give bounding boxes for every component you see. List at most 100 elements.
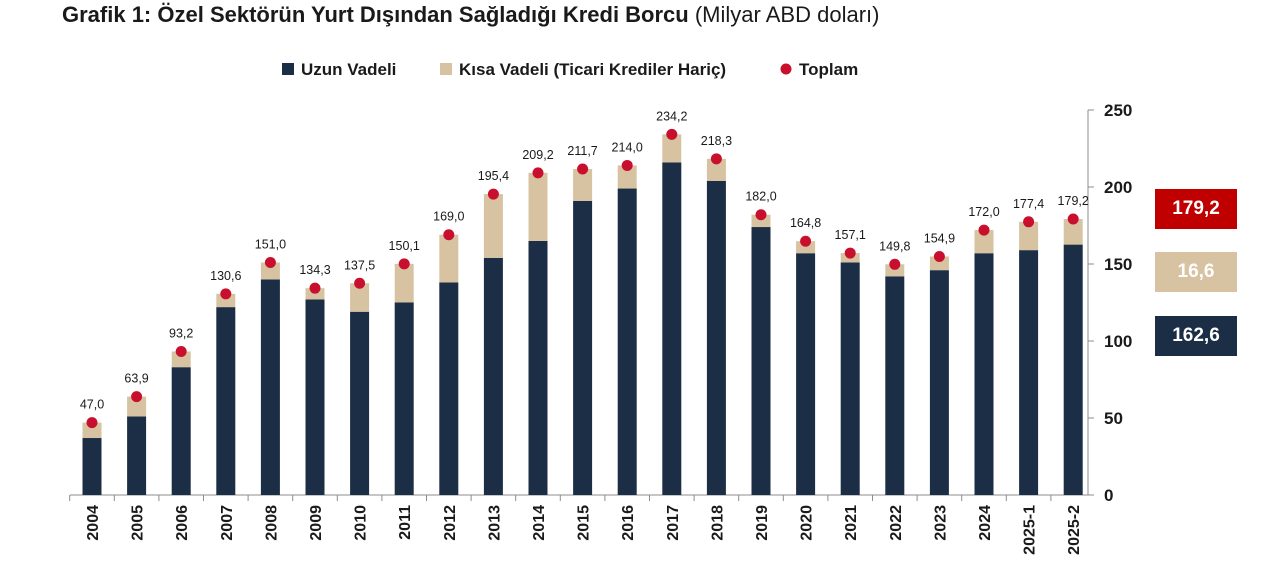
total-dot — [844, 247, 856, 259]
x-tick-label: 2012 — [442, 505, 459, 541]
bar-short-term — [706, 158, 726, 181]
total-value-label: 209,2 — [522, 148, 553, 162]
total-value-label: 157,1 — [835, 228, 866, 242]
bar-long-term — [127, 416, 147, 495]
total-dot — [86, 417, 98, 429]
total-value-label: 164,8 — [790, 216, 821, 230]
x-tick-label: 2019 — [754, 505, 771, 541]
total-value-label: 93,2 — [169, 326, 193, 340]
bar-long-term — [305, 299, 325, 495]
total-dot — [532, 167, 544, 179]
bar-long-term — [528, 240, 548, 495]
x-tick-label: 2018 — [709, 505, 726, 541]
bar-long-term — [929, 270, 949, 495]
bar-long-term — [483, 257, 503, 495]
legend-swatch-total — [780, 63, 792, 75]
bar-short-term — [1063, 219, 1083, 245]
bar-short-term — [617, 165, 637, 189]
total-value-label: 151,0 — [255, 237, 286, 251]
x-tick-label: 2017 — [665, 505, 682, 541]
total-value-label: 63,9 — [124, 372, 148, 386]
total-dot — [398, 258, 410, 270]
total-dot — [487, 188, 499, 200]
total-dot — [175, 345, 187, 357]
x-tick-label: 2022 — [888, 505, 905, 541]
total-dot — [710, 153, 722, 165]
x-tick-label: 2023 — [932, 505, 949, 541]
total-dot — [577, 163, 589, 175]
bar-short-term — [82, 422, 102, 439]
x-tick-label: 2014 — [531, 505, 548, 541]
bar-short-term — [929, 256, 949, 271]
bar-short-term — [216, 293, 236, 308]
bar-short-term — [573, 168, 593, 201]
latest-long-term-box: 162,6 — [1155, 316, 1237, 356]
x-tick-label: 2024 — [977, 505, 994, 541]
bar-short-term — [305, 288, 325, 300]
bar-long-term — [974, 253, 994, 495]
total-dot — [131, 391, 143, 403]
bar-short-term — [439, 234, 459, 283]
total-dot — [309, 282, 321, 294]
total-dot — [666, 128, 678, 140]
y-tick-label: 50 — [1104, 409, 1123, 428]
bar-long-term — [82, 438, 102, 495]
total-dot — [978, 224, 990, 236]
bar-long-term — [260, 279, 280, 495]
total-dot — [443, 229, 455, 241]
y-tick-label: 250 — [1104, 101, 1132, 120]
bar-long-term — [885, 276, 905, 495]
bar-short-term — [796, 241, 816, 254]
chart-title-main: Grafik 1: Özel Sektörün Yurt Dışından Sa… — [62, 2, 689, 27]
bar-long-term — [1063, 244, 1083, 495]
x-tick-label: 2020 — [799, 505, 816, 541]
total-value-label: 177,4 — [1013, 197, 1044, 211]
bar-long-term — [617, 188, 637, 496]
total-value-label: 211,7 — [567, 144, 597, 158]
y-tick-label: 0 — [1104, 486, 1113, 505]
bar-short-term — [127, 396, 147, 417]
x-tick-label: 2025-2 — [1066, 505, 1083, 555]
total-value-label: 149,8 — [879, 239, 910, 253]
total-value-label: 134,3 — [299, 263, 330, 277]
bar-long-term — [796, 253, 816, 495]
chart-title-unit: (Milyar ABD doları) — [694, 2, 880, 27]
bar-long-term — [171, 367, 191, 495]
latest-total-box: 179,2 — [1155, 189, 1237, 229]
x-tick-label: 2009 — [308, 505, 325, 541]
bar-long-term — [1019, 250, 1039, 495]
total-value-label: 47,0 — [80, 398, 104, 412]
bar-long-term — [573, 200, 593, 496]
x-tick-label: 2025-1 — [1022, 505, 1039, 555]
legend-label-total: Toplam — [799, 60, 858, 79]
x-tick-label: 2004 — [85, 505, 102, 541]
total-dot — [1023, 216, 1035, 228]
bar-long-term — [662, 162, 682, 496]
bar-short-term — [528, 172, 548, 241]
bar-long-term — [350, 311, 370, 495]
bar-long-term — [439, 282, 459, 495]
total-dot — [1067, 213, 1079, 225]
total-dot — [354, 277, 366, 289]
bar-short-term — [974, 230, 994, 254]
bar-short-term — [171, 351, 191, 368]
bar-long-term — [216, 307, 236, 495]
x-tick-label: 2013 — [486, 505, 503, 541]
total-value-label: 179,2 — [1058, 194, 1089, 208]
legend-swatch-long_term — [282, 63, 294, 75]
bar-long-term — [840, 262, 860, 495]
x-tick-label: 2008 — [263, 505, 280, 541]
y-tick-label: 100 — [1104, 332, 1132, 351]
x-tick-label: 2006 — [174, 505, 191, 541]
x-tick-label: 2010 — [353, 505, 370, 541]
bar-long-term — [706, 180, 726, 495]
total-value-label: 150,1 — [389, 239, 420, 253]
x-tick-label: 2021 — [843, 505, 860, 541]
y-tick-label: 200 — [1104, 178, 1132, 197]
chart-title: Grafik 1: Özel Sektörün Yurt Dışından Sa… — [62, 2, 879, 28]
total-dot — [933, 250, 945, 262]
total-dot — [264, 256, 276, 268]
total-value-label: 172,0 — [968, 205, 999, 219]
x-tick-label: 2016 — [620, 505, 637, 541]
